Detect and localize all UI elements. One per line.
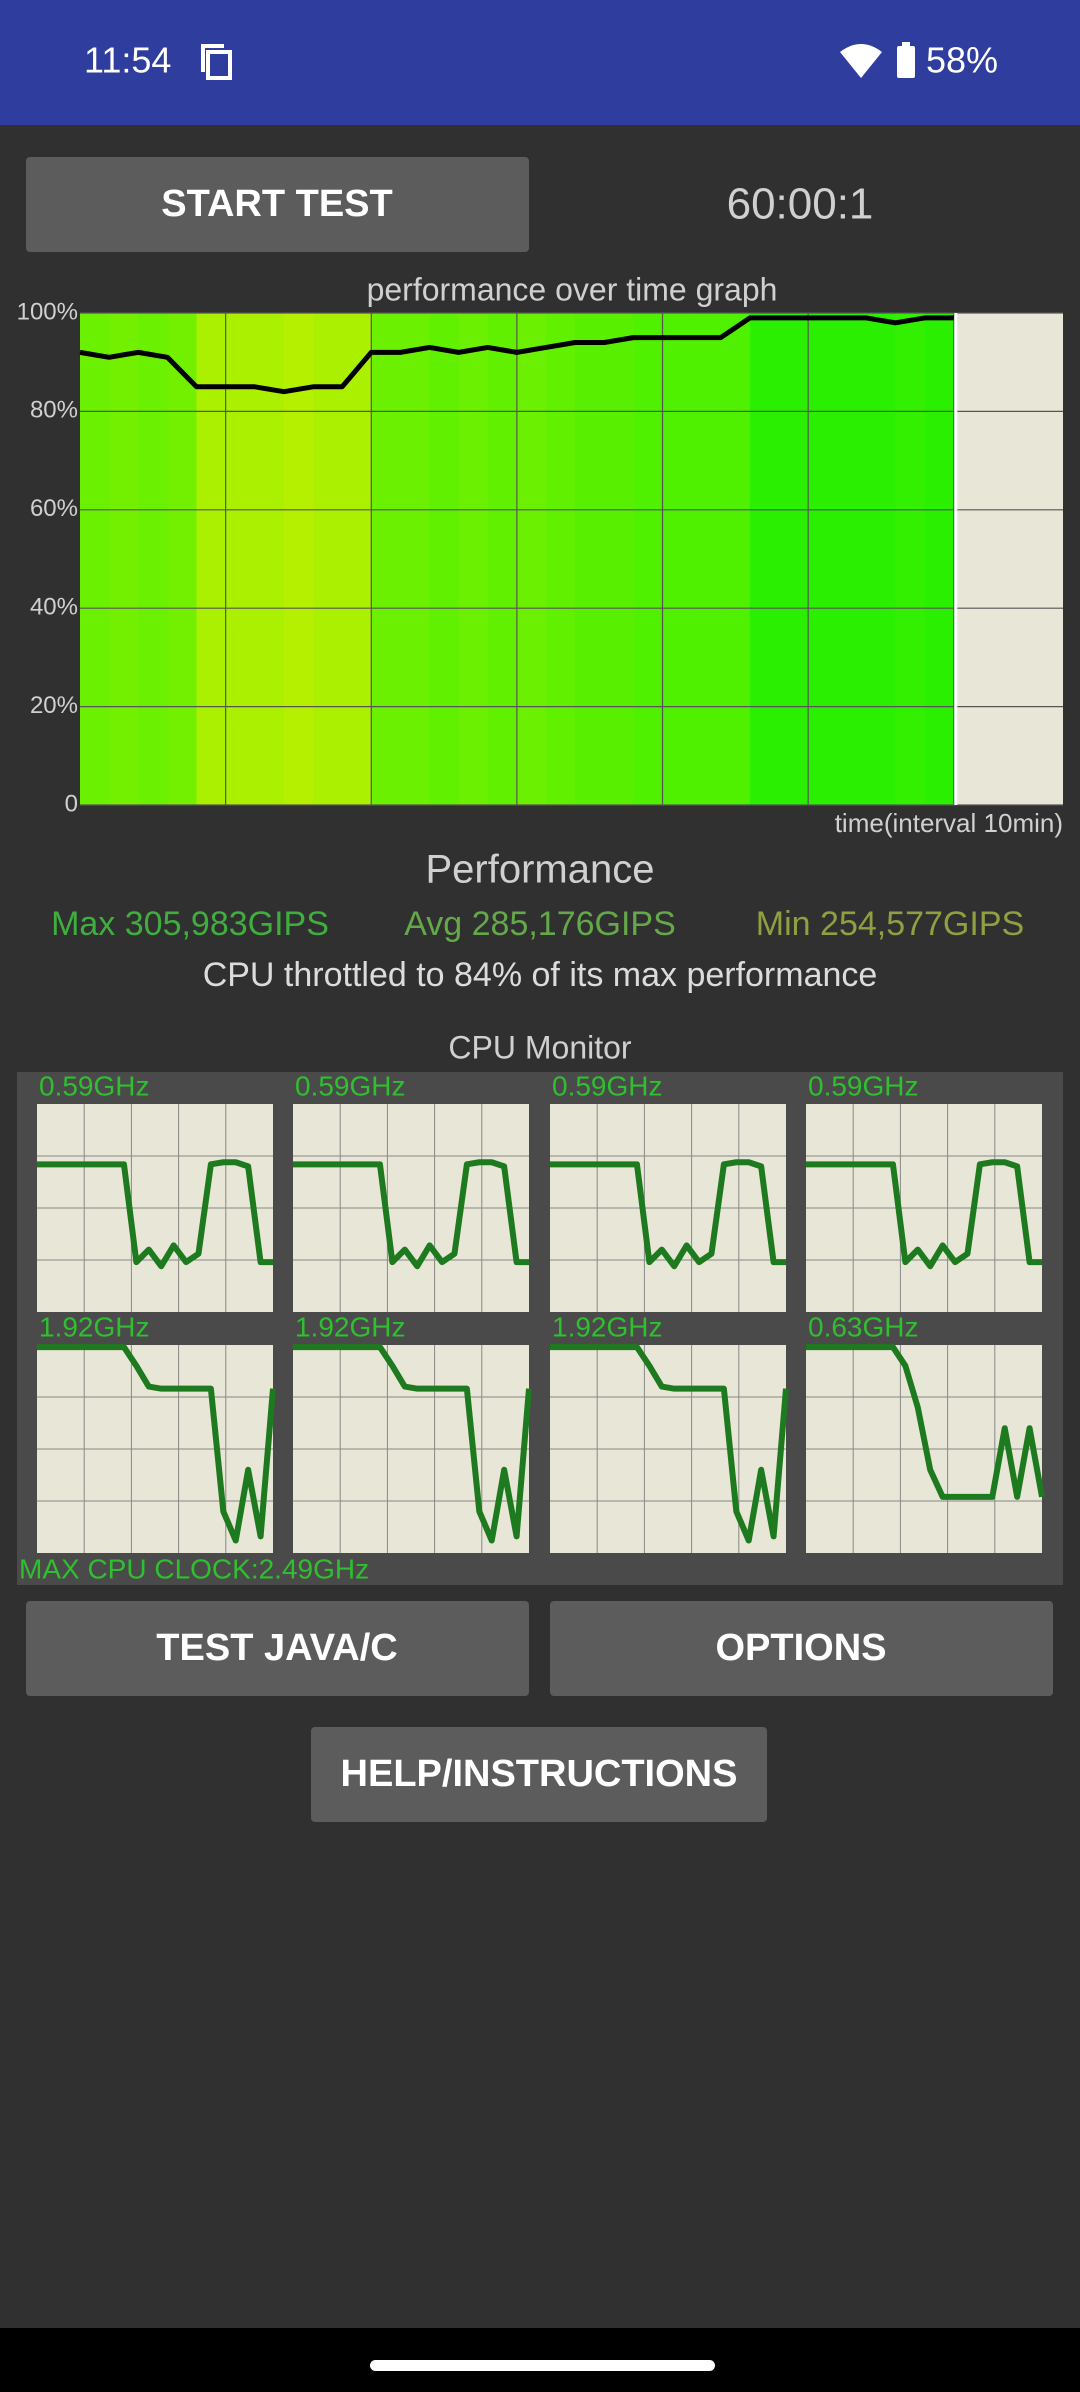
performance-strip	[779, 313, 809, 805]
min-stat: Min 254,577GIPS	[756, 905, 1024, 943]
y-tick-label: 80%	[30, 397, 78, 424]
core-frequency: 0.59GHz	[39, 1070, 150, 1101]
performance-strip	[342, 313, 372, 805]
test-button-label[interactable]: TEST JAVA/C	[156, 1627, 397, 1669]
battery-icon	[897, 42, 915, 78]
performance-strip	[837, 313, 867, 805]
performance-strip	[109, 313, 139, 805]
y-tick-label: 20%	[30, 692, 78, 719]
test-button[interactable]	[26, 1601, 529, 1696]
battery-level: 58%	[926, 40, 998, 81]
options-button-label[interactable]: OPTIONS	[715, 1627, 886, 1669]
core-line	[806, 1159, 1042, 1270]
performance-strip	[167, 313, 198, 805]
core-frequency: 1.92GHz	[552, 1311, 663, 1342]
performance-strip	[662, 313, 693, 805]
performance-strip	[254, 313, 285, 805]
copy-icon	[201, 44, 232, 80]
performance-strip	[516, 313, 547, 805]
throttle-note: CPU throttled to 84% of its max performa…	[203, 956, 878, 994]
timer: 60:00:1	[727, 180, 874, 229]
core-frequency: 1.92GHz	[295, 1311, 406, 1342]
core-line	[293, 1344, 532, 1544]
performance-strip	[138, 313, 168, 805]
performance-strip	[575, 313, 605, 805]
core-line	[293, 1159, 529, 1270]
core-frequency: 0.59GHz	[808, 1070, 919, 1101]
help-button[interactable]	[311, 1727, 767, 1822]
core-line	[550, 1344, 789, 1544]
performance-strip	[808, 313, 838, 805]
performance-strip	[546, 313, 576, 805]
performance-strip	[720, 313, 751, 805]
performance-strip	[895, 313, 926, 805]
performance-strip	[604, 313, 634, 805]
performance-strip	[633, 313, 664, 805]
performance-strip	[283, 313, 314, 805]
core-line	[37, 1159, 273, 1270]
core-frequency: 0.59GHz	[295, 1070, 406, 1101]
performance-strip	[429, 313, 460, 805]
start-button-label[interactable]: START TEST	[161, 183, 393, 225]
performance-strip	[487, 313, 518, 805]
core-frequency: 0.63GHz	[808, 1311, 919, 1342]
plot: 0 20% 40% 60% 80% 100%	[17, 298, 1063, 817]
performance-strip	[225, 313, 256, 805]
performance-strip	[458, 313, 489, 805]
performance-strip	[691, 313, 722, 805]
performance-line	[79, 315, 954, 395]
y-tick-label: 100%	[17, 298, 78, 325]
clock: 11:54	[84, 40, 171, 81]
core-line	[37, 1344, 276, 1544]
core-line	[806, 1344, 1045, 1500]
performance-heading: Performance	[426, 848, 655, 892]
core-frequency: 1.92GHz	[39, 1311, 150, 1342]
home-indicator[interactable]	[370, 2360, 715, 2371]
y-tick-label: 0	[65, 790, 78, 817]
performance-strip	[400, 313, 431, 805]
core-line	[550, 1159, 786, 1270]
max-stat: Max 305,983GIPS	[51, 905, 329, 943]
core-frequency: 0.59GHz	[552, 1070, 663, 1101]
performance-strip	[371, 313, 401, 805]
help-button-label[interactable]: HELP/INSTRUCTIONS	[341, 1753, 738, 1795]
avg-stat: Avg 285,176GIPS	[404, 905, 676, 943]
wifi-icon	[840, 44, 882, 78]
start-button[interactable]	[26, 157, 529, 252]
performance-strip	[866, 313, 897, 805]
performance-strip	[749, 313, 780, 805]
max-clock: MAX CPU CLOCK:2.49GHz	[19, 1553, 369, 1584]
chart-title: performance over time graph	[367, 271, 778, 307]
performance-strip	[924, 313, 955, 805]
x-axis-label: time(interval 10min)	[835, 808, 1063, 838]
performance-strip	[196, 313, 227, 805]
cores: 0.59GHz 0.59GHz 0.59GHz 0.59GHz 1.92GHz 1.92G…	[37, 1070, 1045, 1553]
y-tick-label: 40%	[30, 594, 78, 621]
y-tick-label: 60%	[30, 495, 78, 522]
performance-strip	[313, 313, 343, 805]
options-button[interactable]	[550, 1601, 1053, 1696]
cpu-monitor-title: CPU Monitor	[448, 1029, 632, 1065]
performance-strip	[80, 313, 110, 805]
